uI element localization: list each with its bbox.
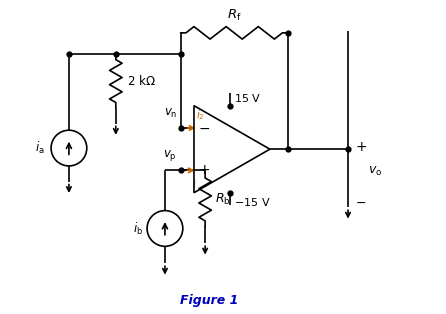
Text: $v_{\mathrm{p}}$: $v_{\mathrm{p}}$ — [163, 148, 177, 163]
Text: $i_2$: $i_2$ — [196, 108, 205, 122]
Text: $R_{\mathrm{f}}$: $R_{\mathrm{f}}$ — [227, 8, 241, 23]
Text: $i$: $i$ — [192, 177, 197, 190]
Text: Figure 1: Figure 1 — [181, 294, 239, 307]
Text: $-$: $-$ — [355, 196, 366, 209]
Text: $2\ \mathrm{k}\Omega$: $2\ \mathrm{k}\Omega$ — [127, 74, 156, 88]
Text: $-15\ \mathrm{V}$: $-15\ \mathrm{V}$ — [234, 196, 271, 208]
Text: $+$: $+$ — [355, 140, 367, 154]
Text: $i_{\mathrm{a}}$: $i_{\mathrm{a}}$ — [35, 140, 45, 156]
Text: $R_{\mathrm{b}}$: $R_{\mathrm{b}}$ — [215, 192, 231, 207]
Text: $+$: $+$ — [198, 163, 210, 177]
Text: $-$: $-$ — [198, 121, 210, 135]
Text: $i_{\mathrm{b}}$: $i_{\mathrm{b}}$ — [133, 220, 143, 236]
Text: $15\ \mathrm{V}$: $15\ \mathrm{V}$ — [234, 92, 261, 104]
Text: $v_{\mathrm{o}}$: $v_{\mathrm{o}}$ — [368, 165, 382, 178]
Text: $v_{\mathrm{n}}$: $v_{\mathrm{n}}$ — [164, 107, 177, 120]
